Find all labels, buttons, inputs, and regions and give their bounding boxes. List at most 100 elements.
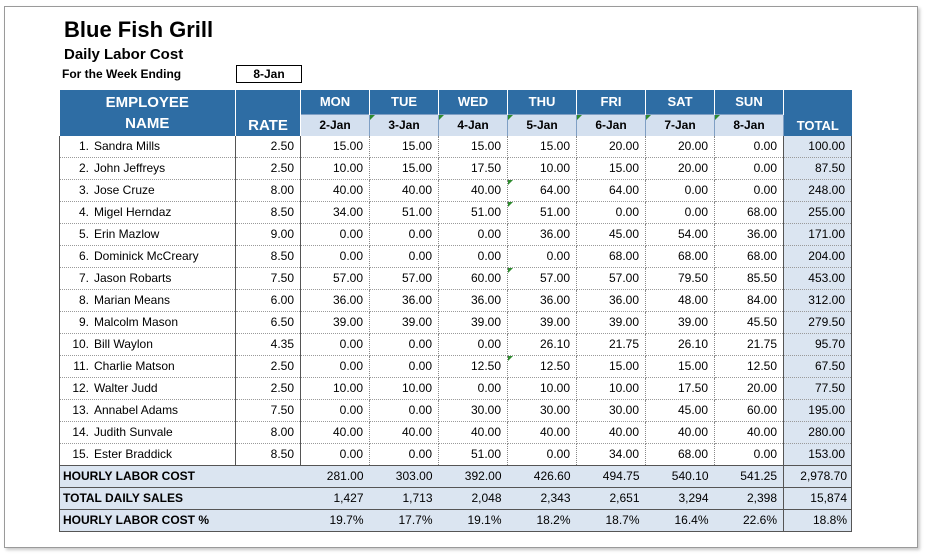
rate-cell[interactable]: 8.00: [235, 179, 301, 202]
row-total-cell[interactable]: 153.00: [783, 443, 852, 466]
summary-value-cell[interactable]: 16.4%: [645, 508, 715, 532]
row-total-cell[interactable]: 95.70: [783, 333, 852, 356]
employee-name-cell[interactable]: 10. Bill Waylon: [59, 333, 236, 356]
row-total-cell[interactable]: 77.50: [783, 377, 852, 400]
day-value-cell[interactable]: 10.00: [369, 377, 439, 400]
day-value-cell[interactable]: 36.00: [507, 223, 577, 246]
day-value-cell[interactable]: 0.00: [300, 245, 370, 268]
week-ending-input[interactable]: 8-Jan: [236, 65, 302, 83]
rate-cell[interactable]: 8.50: [235, 201, 301, 224]
day-value-cell[interactable]: 79.50: [645, 267, 715, 290]
day-value-cell[interactable]: 30.00: [507, 399, 577, 422]
summary-value-cell[interactable]: 541.25: [714, 464, 784, 487]
day-value-cell[interactable]: 40.00: [300, 421, 370, 444]
day-value-cell[interactable]: 40.00: [438, 179, 508, 202]
day-value-cell[interactable]: 10.00: [300, 157, 370, 180]
day-value-cell[interactable]: 0.00: [369, 399, 439, 422]
rate-cell[interactable]: 2.50: [235, 157, 301, 180]
day-value-cell[interactable]: 0.00: [714, 179, 784, 202]
summary-value-cell[interactable]: 18.7%: [576, 508, 646, 532]
day-value-cell[interactable]: 39.00: [300, 311, 370, 334]
summary-total-cell[interactable]: 18.8%: [783, 508, 852, 532]
day-value-cell[interactable]: 40.00: [438, 421, 508, 444]
day-value-cell[interactable]: 20.00: [576, 135, 646, 158]
day-value-cell[interactable]: 40.00: [300, 179, 370, 202]
day-value-cell[interactable]: 0.00: [714, 135, 784, 158]
day-value-cell[interactable]: 40.00: [507, 421, 577, 444]
summary-value-cell[interactable]: 1,427: [300, 486, 370, 509]
row-total-cell[interactable]: 453.00: [783, 267, 852, 290]
day-value-cell[interactable]: 48.00: [645, 289, 715, 312]
day-value-cell[interactable]: 17.50: [645, 377, 715, 400]
day-value-cell[interactable]: 26.10: [507, 333, 577, 356]
row-total-cell[interactable]: 280.00: [783, 421, 852, 444]
employee-name-cell[interactable]: 8. Marian Means: [59, 289, 236, 312]
summary-value-cell[interactable]: 17.7%: [369, 508, 439, 532]
rate-cell[interactable]: 2.50: [235, 377, 301, 400]
row-total-cell[interactable]: 195.00: [783, 399, 852, 422]
day-value-cell[interactable]: 57.00: [576, 267, 646, 290]
day-value-cell[interactable]: 57.00: [507, 267, 577, 290]
day-value-cell[interactable]: 68.00: [714, 201, 784, 224]
day-value-cell[interactable]: 60.00: [714, 399, 784, 422]
day-value-cell[interactable]: 0.00: [576, 201, 646, 224]
day-value-cell[interactable]: 15.00: [576, 157, 646, 180]
summary-value-cell[interactable]: 2,398: [714, 486, 784, 509]
rate-cell[interactable]: 2.50: [235, 355, 301, 378]
day-value-cell[interactable]: 0.00: [300, 443, 370, 466]
day-value-cell[interactable]: 0.00: [300, 223, 370, 246]
day-value-cell[interactable]: 0.00: [369, 245, 439, 268]
rate-cell[interactable]: 7.50: [235, 399, 301, 422]
day-value-cell[interactable]: 40.00: [645, 421, 715, 444]
summary-value-cell[interactable]: 2,651: [576, 486, 646, 509]
day-value-cell[interactable]: 0.00: [438, 377, 508, 400]
day-value-cell[interactable]: 10.00: [507, 377, 577, 400]
summary-total-cell[interactable]: 15,874: [783, 486, 852, 509]
day-value-cell[interactable]: 15.00: [369, 157, 439, 180]
day-value-cell[interactable]: 54.00: [645, 223, 715, 246]
row-total-cell[interactable]: 204.00: [783, 245, 852, 268]
day-value-cell[interactable]: 10.00: [576, 377, 646, 400]
day-value-cell[interactable]: 0.00: [369, 333, 439, 356]
day-value-cell[interactable]: 0.00: [369, 355, 439, 378]
day-value-cell[interactable]: 12.50: [438, 355, 508, 378]
rate-cell[interactable]: 9.00: [235, 223, 301, 246]
day-value-cell[interactable]: 57.00: [300, 267, 370, 290]
row-total-cell[interactable]: 255.00: [783, 201, 852, 224]
summary-value-cell[interactable]: 392.00: [438, 464, 508, 487]
day-value-cell[interactable]: 10.00: [300, 377, 370, 400]
day-value-cell[interactable]: 40.00: [714, 421, 784, 444]
day-value-cell[interactable]: 68.00: [576, 245, 646, 268]
row-total-cell[interactable]: 67.50: [783, 355, 852, 378]
employee-name-cell[interactable]: 9. Malcolm Mason: [59, 311, 236, 334]
day-value-cell[interactable]: 34.00: [576, 443, 646, 466]
day-value-cell[interactable]: 51.00: [438, 443, 508, 466]
employee-name-cell[interactable]: 12. Walter Judd: [59, 377, 236, 400]
day-value-cell[interactable]: 30.00: [438, 399, 508, 422]
rate-cell[interactable]: 8.00: [235, 421, 301, 444]
day-value-cell[interactable]: 0.00: [714, 157, 784, 180]
day-value-cell[interactable]: 39.00: [369, 311, 439, 334]
summary-value-cell[interactable]: 2,048: [438, 486, 508, 509]
rate-cell[interactable]: 8.50: [235, 443, 301, 466]
day-value-cell[interactable]: 40.00: [369, 421, 439, 444]
day-value-cell[interactable]: 39.00: [507, 311, 577, 334]
day-value-cell[interactable]: 45.00: [645, 399, 715, 422]
employee-name-cell[interactable]: 1. Sandra Mills: [59, 135, 236, 158]
day-value-cell[interactable]: 36.00: [507, 289, 577, 312]
day-value-cell[interactable]: 36.00: [300, 289, 370, 312]
day-value-cell[interactable]: 10.00: [507, 157, 577, 180]
day-value-cell[interactable]: 39.00: [645, 311, 715, 334]
summary-value-cell[interactable]: 494.75: [576, 464, 646, 487]
employee-name-cell[interactable]: 15. Ester Braddick: [59, 443, 236, 466]
day-value-cell[interactable]: 12.50: [714, 355, 784, 378]
day-value-cell[interactable]: 45.50: [714, 311, 784, 334]
summary-value-cell[interactable]: 22.6%: [714, 508, 784, 532]
employee-name-cell[interactable]: 11. Charlie Matson: [59, 355, 236, 378]
summary-value-cell[interactable]: 2,343: [507, 486, 577, 509]
day-value-cell[interactable]: 0.00: [300, 355, 370, 378]
day-value-cell[interactable]: 51.00: [507, 201, 577, 224]
day-value-cell[interactable]: 21.75: [714, 333, 784, 356]
summary-value-cell[interactable]: 19.1%: [438, 508, 508, 532]
day-value-cell[interactable]: 0.00: [438, 245, 508, 268]
